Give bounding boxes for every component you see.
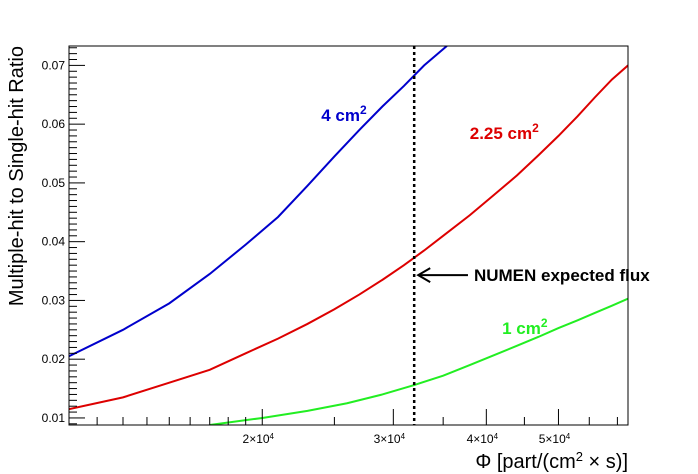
x-axis-title: Φ [part/(cm2 × s)]: [475, 449, 628, 474]
x-tick-mantissa: 3×10: [374, 432, 401, 446]
series-label-main: 4 cm: [321, 106, 360, 125]
x-tick-exponent: 4: [494, 432, 499, 441]
x-axis-title-sup: 2: [576, 449, 583, 464]
x-tick-label: 3×104: [374, 432, 406, 447]
series-label-main: 1 cm: [502, 319, 541, 338]
x-tick-exponent: 4: [401, 432, 406, 441]
x-tick-label: 5×104: [539, 432, 571, 447]
x-tick-exponent: 4: [566, 432, 571, 441]
x-tick-mantissa: 4×10: [467, 432, 494, 446]
series-layer: [69, 46, 628, 425]
series-label-sup: 2: [360, 103, 367, 117]
y-tick-label: 0.07: [42, 58, 66, 72]
annotation-arrow-head: [416, 267, 431, 284]
series-label-sup: 2: [541, 316, 548, 330]
annotation: NUMEN expected flux: [416, 266, 650, 285]
plot-frame: [68, 45, 629, 426]
series-label-2.25cm2: 2.25 cm2: [470, 121, 539, 143]
y-tick-label: 0.01: [42, 411, 66, 425]
x-tick-mantissa: 2×10: [243, 432, 270, 446]
x-tick-label: 4×104: [467, 432, 499, 447]
annotation-text: NUMEN expected flux: [474, 266, 650, 285]
x-tick-mantissa: 5×10: [539, 432, 566, 446]
series-label-sup: 2: [532, 121, 539, 135]
y-axis-title: Multiple-hit to Single-hit Ratio: [6, 46, 28, 306]
series-label-1cm2: 1 cm2: [502, 316, 548, 338]
y-tick-label: 0.06: [42, 117, 66, 131]
x-axis-title-tail: × s)]: [583, 451, 628, 473]
x-tick-label: 2×104: [243, 432, 275, 447]
y-tick-label: 0.04: [42, 235, 66, 249]
x-axis-title-main: Φ [part/(cm: [475, 451, 575, 473]
series-line-4cm2: [69, 46, 448, 358]
series-label-main: 2.25 cm: [470, 124, 532, 143]
labels-layer: 0.010.020.030.040.050.060.072×104 3×104 4×…: [42, 58, 571, 446]
x-tick-exponent: 4: [270, 432, 275, 441]
series-line-1cm2: [209, 297, 628, 425]
series-label-4cm2: 4 cm2: [321, 103, 367, 125]
y-tick-label: 0.02: [42, 352, 66, 366]
y-tick-label: 0.05: [42, 176, 66, 190]
ticks-layer: [68, 47, 618, 425]
y-tick-label: 0.03: [42, 293, 66, 307]
